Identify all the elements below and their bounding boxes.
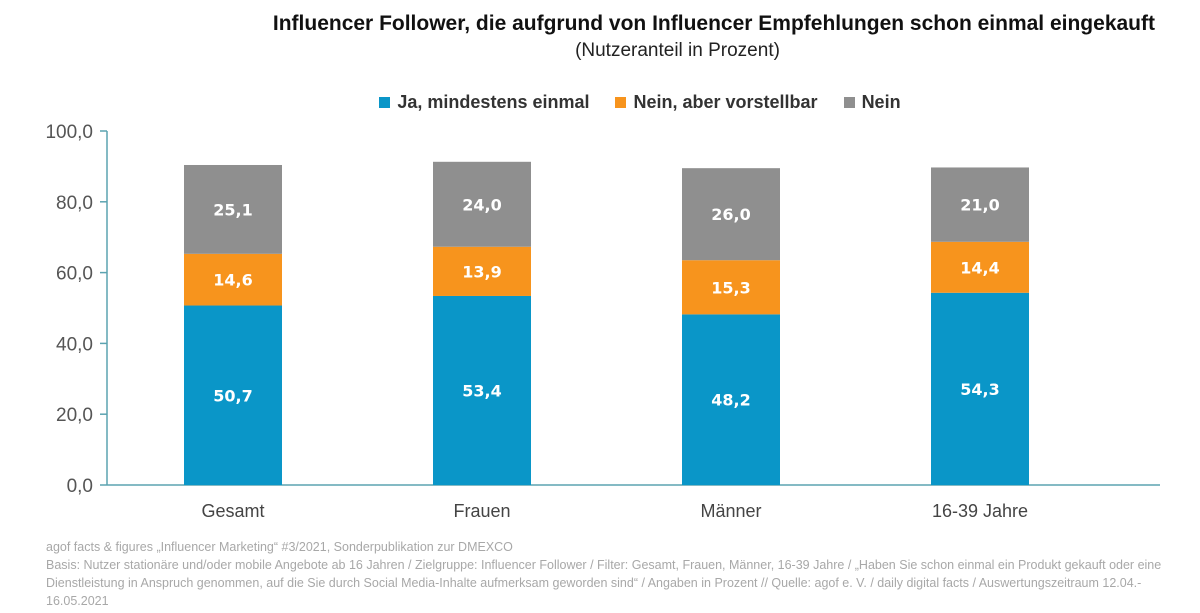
- bar-segment: [184, 253, 282, 306]
- legend-item: Ja, mindestens einmal: [379, 92, 589, 113]
- x-tick-label: Männer: [700, 501, 761, 521]
- y-tick-label: 80,0: [56, 193, 93, 214]
- legend-swatch: [615, 97, 627, 108]
- chart-title: Influencer Follower, die aufgrund von In…: [272, 12, 1155, 35]
- y-tick-label: 40,0: [56, 334, 93, 355]
- legend-label: Ja, mindestens einmal: [397, 92, 590, 112]
- x-tick-label: Gesamt: [201, 501, 264, 521]
- bar-segment: [682, 168, 780, 261]
- data-label: 21,0: [960, 196, 999, 215]
- bar-segment: [931, 167, 1029, 242]
- bar-segment: [184, 305, 282, 485]
- footer-line-2: Basis: Nutzer stationäre und/oder mobile…: [46, 558, 1162, 608]
- bar-segment: [433, 161, 531, 247]
- chart-subtitle: (Nutzeranteil in Prozent): [575, 40, 780, 61]
- data-label: 53,4: [462, 381, 501, 400]
- bar-segment: [433, 295, 531, 485]
- bar-segment: [682, 260, 780, 315]
- bar-segment: [184, 164, 282, 254]
- legend-swatch: [379, 97, 391, 108]
- data-label: 54,3: [960, 380, 999, 399]
- legend-label: Nein, aber vorstellbar: [633, 92, 818, 112]
- y-tick-label: 20,0: [56, 405, 93, 426]
- footer-line-1: agof facts & figures „Influencer Marketi…: [46, 540, 513, 554]
- data-label: 50,7: [213, 386, 252, 405]
- legend-swatch: [843, 97, 855, 108]
- data-label: 24,0: [462, 195, 501, 214]
- source-footer: agof facts & figures „Influencer Marketi…: [46, 538, 1166, 610]
- x-tick-label: Frauen: [453, 501, 510, 521]
- legend: Ja, mindestens einmal Nein, aber vorstell…: [0, 92, 1200, 113]
- bar-segment: [682, 314, 780, 485]
- data-label: 14,6: [213, 271, 252, 290]
- data-label: 26,0: [711, 205, 750, 224]
- bar-segment: [433, 246, 531, 296]
- bar-segment: [931, 292, 1029, 485]
- x-tick-label: 16-39 Jahre: [932, 501, 1028, 521]
- data-label: 13,9: [462, 262, 501, 281]
- y-tick-label: 60,0: [56, 264, 93, 285]
- legend-item: Nein: [843, 92, 901, 113]
- y-tick-label: 0,0: [67, 476, 93, 497]
- data-label: 48,2: [711, 391, 750, 410]
- data-label: 15,3: [711, 278, 750, 297]
- legend-item: Nein, aber vorstellbar: [615, 92, 818, 113]
- bar-segment: [931, 241, 1029, 293]
- data-label: 14,4: [960, 258, 999, 277]
- data-label: 25,1: [213, 200, 252, 219]
- y-tick-label: 100,0: [45, 122, 93, 143]
- legend-label: Nein: [861, 92, 901, 112]
